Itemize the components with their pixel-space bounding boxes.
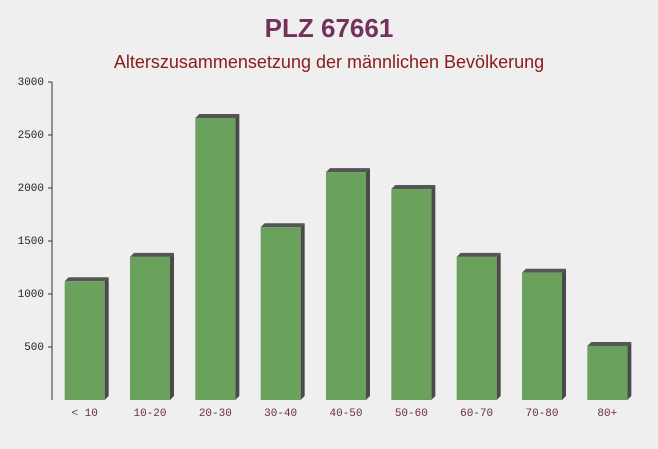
bar bbox=[260, 227, 301, 400]
x-tick-label: 20-30 bbox=[199, 408, 232, 420]
x-tick-label: 10-20 bbox=[133, 408, 166, 420]
y-tick-label: 1000 bbox=[18, 289, 44, 301]
chart-title: PLZ 67661 bbox=[265, 13, 394, 43]
bar-top bbox=[456, 252, 501, 257]
bar bbox=[195, 118, 236, 400]
bar bbox=[587, 345, 628, 400]
chart-subtitle: Alterszusammensetzung der männlichen Bev… bbox=[114, 52, 544, 72]
bar-side bbox=[366, 168, 370, 400]
bar-top bbox=[326, 168, 370, 173]
bar-side bbox=[562, 268, 566, 400]
bar-top bbox=[587, 341, 632, 346]
y-tick-label: 3000 bbox=[18, 77, 44, 89]
bar bbox=[456, 256, 497, 400]
bar bbox=[391, 189, 432, 400]
bar-top bbox=[522, 268, 566, 273]
x-tick-label: < 10 bbox=[71, 408, 97, 420]
x-tick-label: 50-60 bbox=[395, 408, 428, 420]
y-tick-label: 2000 bbox=[18, 183, 44, 195]
x-tick-label: 60-70 bbox=[460, 408, 493, 420]
x-tick-label: 40-50 bbox=[329, 408, 362, 420]
bar bbox=[130, 256, 170, 400]
bar-top bbox=[260, 223, 305, 228]
bar-side bbox=[235, 114, 240, 400]
bar bbox=[64, 281, 105, 400]
bar-top bbox=[130, 252, 174, 257]
bar bbox=[326, 172, 366, 400]
bar-side bbox=[627, 341, 632, 400]
bar-side bbox=[170, 252, 174, 400]
bar-top bbox=[391, 185, 436, 190]
x-tick-label: 70-80 bbox=[525, 408, 558, 420]
y-tick-label: 2500 bbox=[18, 130, 44, 142]
bar-side bbox=[431, 185, 436, 400]
y-tick-label: 500 bbox=[24, 342, 44, 354]
bar-side bbox=[104, 277, 109, 400]
bar-side bbox=[300, 223, 305, 400]
x-tick-label: 80+ bbox=[597, 408, 617, 420]
x-tick-label: 30-40 bbox=[264, 408, 297, 420]
y-tick-label: 1500 bbox=[18, 236, 44, 248]
bar-top bbox=[195, 114, 240, 119]
bar bbox=[522, 272, 562, 400]
bar-side bbox=[496, 252, 501, 400]
bar-top bbox=[64, 277, 109, 282]
